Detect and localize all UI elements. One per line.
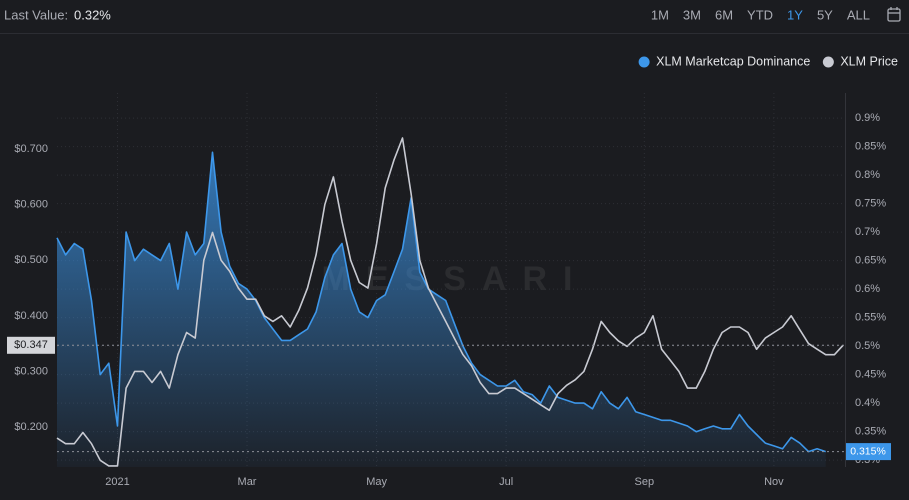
x-tick-label: Sep bbox=[635, 476, 655, 488]
y2-tick-label: 0.65% bbox=[855, 255, 886, 267]
legend-swatch[interactable] bbox=[638, 56, 650, 68]
series-line bbox=[56, 151, 826, 453]
range-button[interactable]: 6M bbox=[715, 7, 733, 22]
x-tick-label: 2021 bbox=[105, 476, 129, 488]
current-value-box bbox=[7, 336, 55, 354]
series-line bbox=[56, 137, 844, 467]
y2-tick-label: 0.55% bbox=[855, 312, 886, 324]
series-area bbox=[57, 152, 826, 468]
y2-tick-label: 0.6% bbox=[855, 283, 880, 295]
y-tick-label: $0.700 bbox=[14, 143, 48, 155]
range-button[interactable]: 3M bbox=[683, 7, 701, 22]
legend-label[interactable]: XLM Price bbox=[840, 54, 898, 68]
y-tick-label: $0.400 bbox=[14, 310, 48, 322]
y2-tick-label: 0.5% bbox=[855, 340, 880, 352]
y2-tick-label: 0.4% bbox=[855, 397, 880, 409]
last-value-label: Last Value: bbox=[4, 7, 68, 22]
y2-tick-label: 0.35% bbox=[855, 426, 886, 438]
current-value-box bbox=[846, 443, 891, 461]
legend-label[interactable]: XLM Marketcap Dominance bbox=[656, 54, 810, 68]
y-tick-label: $0.600 bbox=[14, 199, 48, 211]
calendar-icon[interactable] bbox=[887, 7, 901, 22]
y2-tick-label: 0.75% bbox=[855, 198, 886, 210]
legend-swatch[interactable] bbox=[822, 56, 834, 68]
range-button[interactable]: 5Y bbox=[817, 7, 833, 22]
y2-tick-label: 0.45% bbox=[855, 369, 886, 381]
last-value: 0.32% bbox=[74, 7, 111, 22]
x-tick-label: May bbox=[366, 476, 387, 488]
y-tick-label: $0.300 bbox=[14, 365, 48, 377]
x-tick-label: Nov bbox=[764, 476, 784, 488]
y2-tick-label: 0.8% bbox=[855, 169, 880, 181]
watermark: MESSARI bbox=[322, 260, 589, 298]
y-tick-label: $0.500 bbox=[14, 254, 48, 266]
range-button[interactable]: 1Y bbox=[787, 7, 803, 22]
x-tick-label: Jul bbox=[499, 476, 513, 488]
current-value-label: 0.315% bbox=[850, 445, 886, 457]
y2-tick-label: 0.7% bbox=[855, 226, 880, 238]
x-tick-label: Mar bbox=[238, 476, 257, 488]
y2-tick-label: 0.9% bbox=[855, 112, 880, 124]
range-button[interactable]: 1M bbox=[651, 7, 669, 22]
y2-tick-label: 0.85% bbox=[855, 140, 886, 152]
current-value-label: $0.347 bbox=[14, 339, 48, 351]
range-button[interactable]: ALL bbox=[847, 7, 870, 22]
range-button[interactable]: YTD bbox=[747, 7, 773, 22]
y-tick-label: $0.200 bbox=[14, 421, 48, 433]
calendar-frame bbox=[887, 8, 901, 22]
